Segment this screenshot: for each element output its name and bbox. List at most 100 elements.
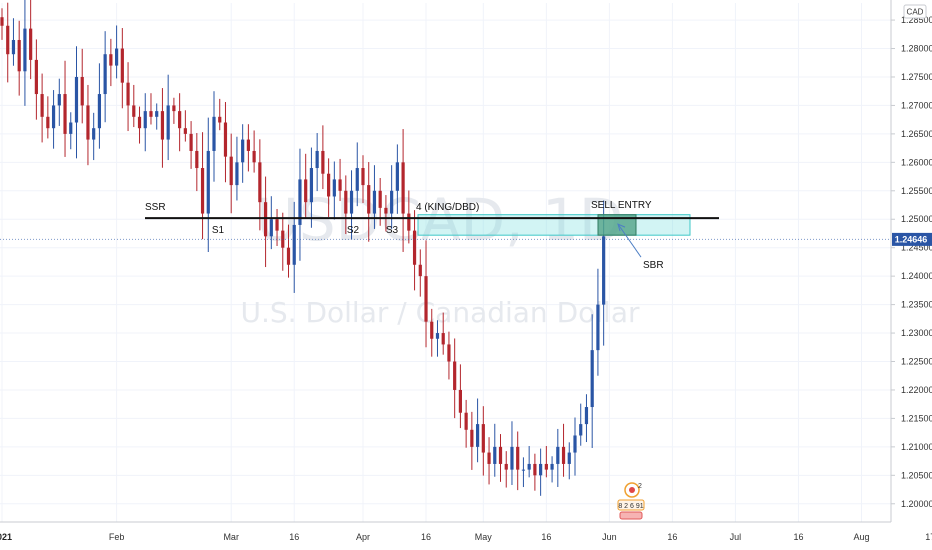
candle	[292, 201, 296, 293]
candle	[533, 453, 537, 491]
candle	[29, 0, 33, 80]
candle	[34, 39, 38, 120]
candle	[120, 28, 124, 109]
candle	[487, 437, 491, 485]
candle	[46, 96, 50, 139]
candle	[40, 73, 44, 143]
candle	[86, 84, 90, 166]
time-tick-label: 17	[925, 532, 932, 542]
candle	[11, 18, 16, 66]
price-axis[interactable]: 1.28500 1.28000 1.27500 1.27000 1.26500 1.260…	[890, 0, 932, 522]
news-badge[interactable]: 2 8 2 6 91	[617, 482, 645, 520]
candle	[57, 78, 61, 126]
candle	[550, 456, 554, 483]
price-tick-label: 1.26500	[901, 129, 932, 139]
candle	[584, 394, 589, 443]
candle	[229, 133, 233, 214]
candle	[183, 110, 187, 142]
grid-lines	[0, 3, 931, 522]
candle	[235, 136, 239, 201]
candle	[447, 331, 451, 380]
candle	[349, 170, 354, 240]
candle	[223, 102, 228, 183]
candle	[424, 240, 428, 348]
candle	[309, 147, 314, 228]
candle	[321, 125, 325, 190]
candle	[74, 46, 79, 159]
time-axis[interactable]: 2021FebMar16Apr16May16Jun16Jul16Aug17Sep	[0, 521, 932, 542]
sbr-arrow	[617, 223, 642, 258]
time-tick-label: Apr	[356, 532, 370, 542]
badge-bottom: 8 2 6 91	[618, 503, 643, 510]
label-s3: S3	[386, 225, 399, 236]
price-tick-label: 1.24000	[901, 271, 932, 281]
candle	[178, 93, 182, 152]
svg-text:CAD: CAD	[907, 8, 924, 17]
candle	[527, 446, 531, 478]
candle	[206, 117, 210, 252]
candle	[6, 2, 10, 83]
label-king-dbd: 4 (KING/DBD)	[416, 202, 479, 213]
candle	[315, 133, 319, 192]
candle	[275, 209, 279, 246]
price-tick-label: 1.21000	[901, 442, 932, 452]
candle	[521, 457, 526, 488]
svg-text:1.24646: 1.24646	[895, 234, 928, 244]
price-tick-label: 1.28000	[901, 44, 932, 54]
price-tick-label: 1.21500	[901, 413, 932, 423]
candle	[126, 62, 130, 132]
candle	[516, 431, 520, 491]
candle	[132, 84, 136, 128]
candle	[172, 97, 176, 124]
time-tick-label: 16	[667, 532, 677, 542]
name-watermark: U.S. Dollar / Canadian Dollar	[240, 296, 640, 329]
candle	[401, 129, 405, 252]
candle	[109, 38, 113, 87]
candle	[453, 338, 457, 419]
currency-badge[interactable]: CAD	[903, 4, 927, 19]
label-s1: S1	[212, 225, 225, 236]
candle	[344, 175, 348, 235]
candle	[418, 249, 422, 297]
sell-entry-box[interactable]	[597, 214, 637, 236]
candle	[269, 196, 273, 250]
candle	[441, 312, 445, 355]
candle	[195, 133, 199, 192]
time-axis-ticks: 2021FebMar16Apr16May16Jun16Jul16Aug17Sep	[0, 532, 932, 542]
candle	[166, 74, 170, 161]
time-tick-label: May	[475, 532, 493, 542]
candle	[332, 161, 336, 220]
price-tick-label: 1.23500	[901, 300, 932, 310]
candle	[212, 91, 216, 182]
price-tick-label: 1.27500	[901, 72, 932, 82]
label-s2: S2	[347, 225, 360, 236]
candle	[412, 210, 417, 291]
candle	[149, 93, 153, 125]
candle	[241, 124, 245, 183]
candle	[218, 98, 222, 131]
candle	[258, 139, 262, 231]
label-sbr: SBR	[643, 260, 664, 271]
time-tick-label: 16	[421, 532, 431, 542]
time-tick-label: Feb	[109, 532, 125, 542]
candle	[115, 25, 119, 79]
price-tick-label: 1.20500	[901, 470, 932, 480]
candle	[160, 88, 165, 168]
candle	[63, 60, 67, 157]
current-price-label: 1.24646	[892, 232, 932, 246]
candle	[361, 155, 365, 204]
price-tick-label: 1.25500	[901, 186, 932, 196]
time-tick-label: Aug	[853, 532, 869, 542]
annotation-layer: SSR S1 S2 S3 4 (KING/DBD) SELL ENTRY SBR	[145, 200, 719, 271]
candle	[304, 153, 308, 218]
candle	[0, 8, 4, 40]
label-sell-entry: SELL ENTRY	[591, 200, 652, 211]
candle	[464, 399, 468, 448]
price-tick-label: 1.20000	[901, 499, 932, 509]
candle	[80, 48, 84, 124]
time-tick-label: 16	[541, 532, 551, 542]
candle	[475, 398, 480, 463]
candle	[395, 144, 399, 214]
candle	[143, 93, 147, 152]
